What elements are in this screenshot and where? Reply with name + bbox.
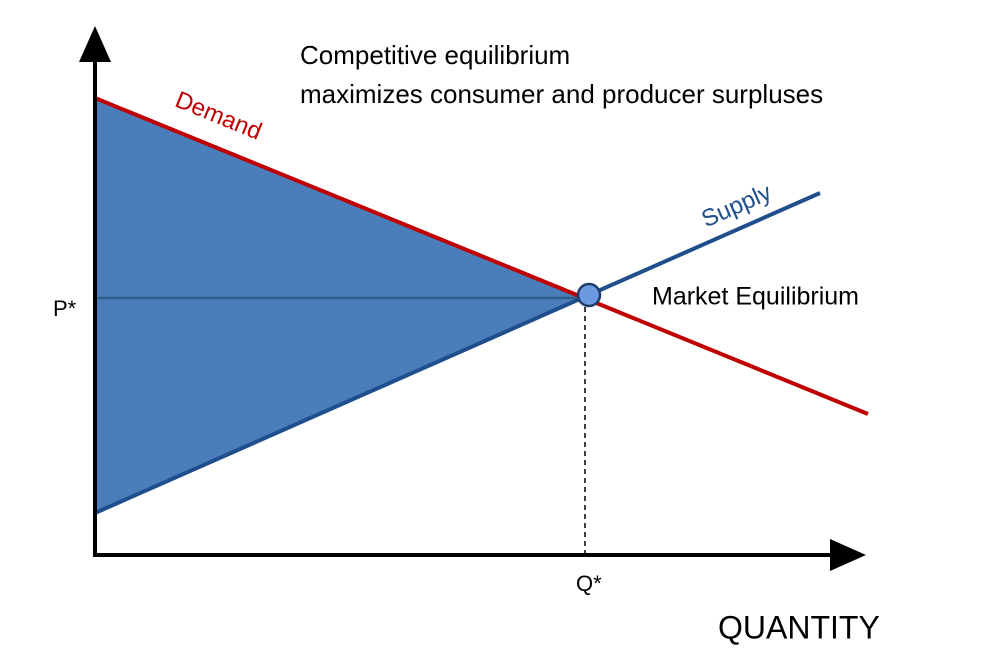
- surplus-area: [95, 98, 585, 513]
- equilibrium-point: [576, 282, 602, 308]
- supply-curve: [94, 191, 821, 515]
- x-axis-title: QUANTITY: [718, 609, 880, 645]
- price-label: P*: [53, 296, 77, 321]
- quantity-label: Q*: [576, 571, 602, 596]
- demand-curve: [94, 96, 869, 416]
- title-line: maximizes consumer and producer surpluse…: [300, 79, 823, 109]
- supply-label: Supply: [698, 179, 776, 233]
- equilibrium-label: Market Equilibrium: [652, 283, 859, 311]
- title-line: Competitive equilibrium: [300, 40, 570, 70]
